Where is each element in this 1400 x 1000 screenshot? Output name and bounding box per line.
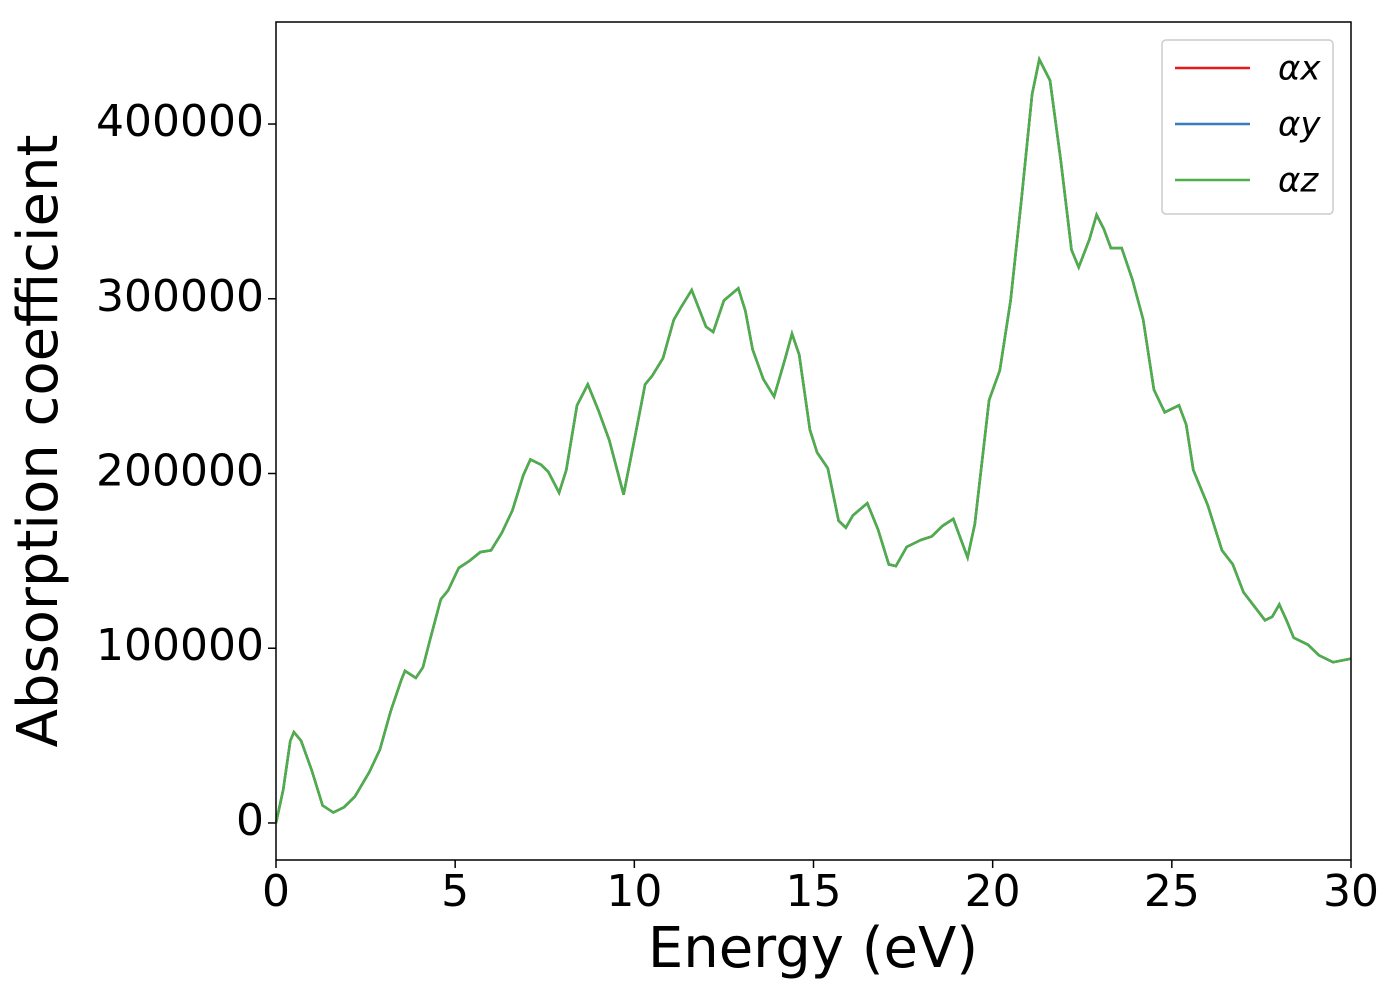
x-tick-label: 5 bbox=[441, 866, 469, 917]
y-tick-label: 200000 bbox=[96, 445, 264, 496]
x-tick-label: 0 bbox=[262, 866, 290, 917]
y-tick-label: 0 bbox=[236, 795, 264, 846]
x-tick-label: 20 bbox=[965, 866, 1021, 917]
x-axis-label: Energy (eV) bbox=[648, 916, 978, 981]
series-line bbox=[274, 55, 1352, 824]
x-tick-label: 15 bbox=[786, 866, 842, 917]
legend-box bbox=[1161, 39, 1334, 215]
plot-frame bbox=[275, 21, 1352, 861]
legend-label: αz bbox=[1278, 161, 1319, 201]
y-axis-label: Absorption coefficient bbox=[6, 135, 71, 748]
y-tick-label: 400000 bbox=[96, 96, 264, 147]
x-tick-label: 30 bbox=[1323, 866, 1379, 917]
legend-label: αx bbox=[1278, 49, 1321, 89]
x-tick-label: 25 bbox=[1144, 866, 1200, 917]
y-tick-label: 300000 bbox=[96, 271, 264, 322]
y-tick-label: 100000 bbox=[96, 620, 264, 671]
legend-label: αy bbox=[1278, 105, 1321, 145]
x-tick-label: 10 bbox=[606, 866, 662, 917]
